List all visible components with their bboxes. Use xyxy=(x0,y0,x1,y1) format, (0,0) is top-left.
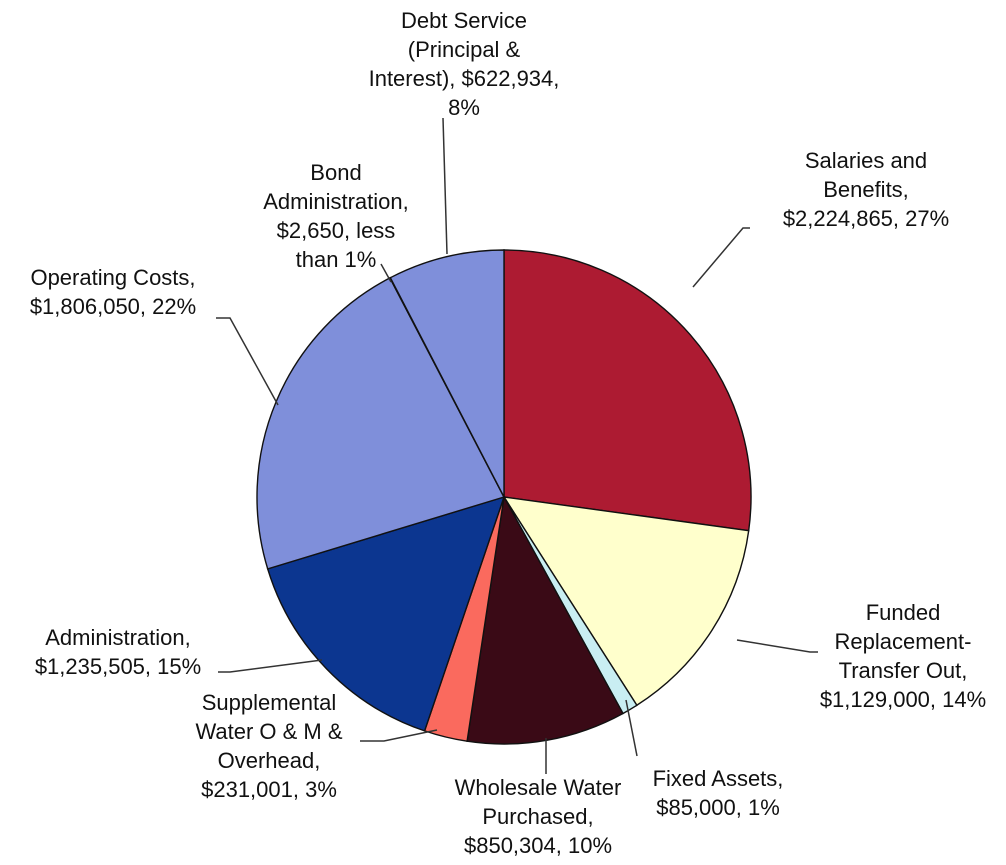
slice-label-line: $85,000, 1% xyxy=(656,795,780,820)
slice-label-line: $1,806,050, 22% xyxy=(30,294,196,319)
slice-label-line: $850,304, 10% xyxy=(464,833,612,858)
leader-line-fixed-assets xyxy=(625,699,638,757)
pie-slices xyxy=(256,249,752,745)
slice-label-bond-administration: Bond Administration, $2,650, less than 1% xyxy=(263,160,409,272)
slice-label-line: Fixed Assets, xyxy=(653,766,784,791)
leader-lines xyxy=(216,117,818,774)
slice-label-funded-replacement-transfer-out: Funded Replacement- Transfer Out, $1,129,00… xyxy=(820,600,986,712)
slice-label-line: $2,224,865, 27% xyxy=(783,206,949,231)
slice-label-line: than 1% xyxy=(296,247,377,272)
slice-label-administration: Administration, $1,235,505, 15% xyxy=(35,625,201,679)
slice-label-line: Debt Service xyxy=(401,8,527,33)
slice-label-line: Purchased, xyxy=(482,804,593,829)
slice-label-line: Replacement- xyxy=(835,629,972,654)
slice-label-line: Administration, xyxy=(45,625,191,650)
slice-label-supplemental-water-o-m-overhead: Supplemental Water O & M & Overhead, $231,0… xyxy=(195,690,342,802)
slice-label-line: Interest), $622,934, xyxy=(369,66,560,91)
slice-label-line: Overhead, xyxy=(218,748,321,773)
leader-line-funded-replacement-transfer-out xyxy=(736,639,818,653)
slice-label-line: Funded xyxy=(866,600,941,625)
slice-label-line: Water O & M & xyxy=(195,719,342,744)
slice-label-line: Bond xyxy=(310,160,361,185)
leader-line-administration xyxy=(218,659,323,673)
pie-slice-wholesale-water-purchased xyxy=(466,494,624,745)
leader-line-bond-administration xyxy=(380,263,392,283)
slice-label-line: Supplemental xyxy=(202,690,337,715)
pie-slice-salaries-and-benefits xyxy=(503,249,752,532)
slice-label-line: Transfer Out, xyxy=(839,658,968,683)
slice-label-line: Administration, xyxy=(263,189,409,214)
slice-label-line: 8% xyxy=(448,95,480,120)
slice-label-line: Salaries and xyxy=(805,148,927,173)
pie-slice-funded-replacement-transfer-out xyxy=(502,496,750,707)
slice-label-operating-costs: Operating Costs, $1,806,050, 22% xyxy=(30,265,196,319)
leader-line-operating-costs xyxy=(216,317,279,406)
slice-label-fixed-assets: Fixed Assets, $85,000, 1% xyxy=(653,766,784,820)
leader-line-supplemental-water-o-m-overhead xyxy=(360,729,438,742)
slice-labels: Salaries and Benefits, $2,224,865, 27% Fund… xyxy=(30,8,986,858)
pie-slice-administration xyxy=(266,495,506,732)
slice-label-debt-service-principal-interest: Debt Service (Principal & Interest), $622,… xyxy=(369,8,560,120)
leader-line-salaries-and-benefits xyxy=(692,227,750,288)
slice-label-line: (Principal & xyxy=(408,37,521,62)
slice-label-wholesale-water-purchased: Wholesale Water Purchased, $850,304, 10% xyxy=(455,775,622,858)
leader-line-debt-service-principal-interest xyxy=(442,117,448,255)
pie-slice-debt-service-principal-interest xyxy=(389,249,505,498)
slice-label-line: $2,650, less xyxy=(277,218,396,243)
slice-label-line: Operating Costs, xyxy=(30,265,195,290)
slice-label-line: Benefits, xyxy=(823,177,909,202)
slice-label-line: Wholesale Water xyxy=(455,775,622,800)
slice-label-line: $1,129,000, 14% xyxy=(820,687,986,712)
slice-label-salaries-and-benefits: Salaries and Benefits, $2,224,865, 27% xyxy=(783,148,949,231)
slice-label-line: $231,001, 3% xyxy=(201,777,337,802)
slice-label-line: $1,235,505, 15% xyxy=(35,654,201,679)
